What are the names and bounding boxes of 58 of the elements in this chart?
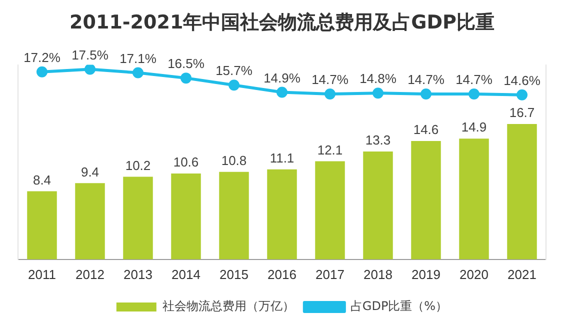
bar [267, 169, 297, 260]
x-tick-label: 2011 [28, 266, 56, 282]
data-label: 10.6 [173, 154, 199, 170]
data-label: 16.5% [168, 56, 205, 72]
x-tick-label: 2019 [412, 266, 440, 282]
point [516, 89, 528, 100]
x-tick-label: 2013 [124, 266, 152, 282]
x-tick-label: 2017 [316, 266, 344, 282]
data-label: 14.6% [504, 72, 541, 88]
data-label: 14.7% [408, 72, 445, 88]
point [180, 72, 192, 84]
data-label: 17.1% [120, 50, 157, 66]
x-tick-label: 2018 [364, 266, 392, 282]
data-label: 17.5% [72, 47, 109, 62]
bar [27, 191, 57, 260]
point [324, 88, 336, 100]
data-label: 10.8 [221, 152, 247, 168]
bar [315, 161, 345, 260]
bar [507, 124, 537, 260]
bar [171, 173, 201, 260]
point [468, 88, 480, 100]
data-label: 14.7% [312, 72, 349, 88]
data-label: 17.2% [24, 50, 61, 65]
point [420, 88, 432, 100]
data-label: 8.4 [32, 172, 52, 188]
bar [219, 172, 249, 260]
bar [123, 176, 153, 260]
data-label: 15.7% [216, 63, 253, 78]
point [372, 88, 384, 99]
data-label: 9.4 [80, 164, 100, 180]
x-tick-label: 2016 [268, 266, 296, 282]
legend-label: 占GDP比重（%） [350, 299, 448, 314]
bar [459, 138, 489, 260]
data-label: 14.9 [461, 120, 487, 135]
data-label: 14.8% [360, 71, 397, 86]
bar [363, 152, 393, 260]
x-tick-label: 2020 [460, 266, 488, 282]
data-label: 14.7% [456, 72, 493, 88]
bar [411, 141, 441, 260]
point [276, 86, 288, 98]
data-label: 11.1 [270, 150, 294, 166]
data-label: 14.6 [413, 122, 439, 138]
bar [75, 183, 105, 260]
x-tick-label: 2021 [508, 266, 536, 282]
x-tick-label: 2014 [172, 266, 200, 282]
data-label: 10.2 [125, 158, 151, 173]
data-label: 12.1 [317, 142, 343, 158]
legend-label: 社会物流总费用（万亿） [162, 299, 294, 314]
data-label: 14.9% [264, 70, 301, 86]
point [228, 80, 240, 91]
x-tick-label: 2015 [220, 266, 248, 282]
point [36, 66, 48, 78]
chart-title: 2011-2021年中国社会物流总费用及占GDP比重 [70, 11, 494, 34]
x-tick-label: 2012 [76, 266, 104, 282]
data-label: 13.3 [365, 132, 391, 148]
data-label: 16.7 [509, 105, 535, 120]
point [84, 64, 96, 75]
point [132, 67, 144, 78]
